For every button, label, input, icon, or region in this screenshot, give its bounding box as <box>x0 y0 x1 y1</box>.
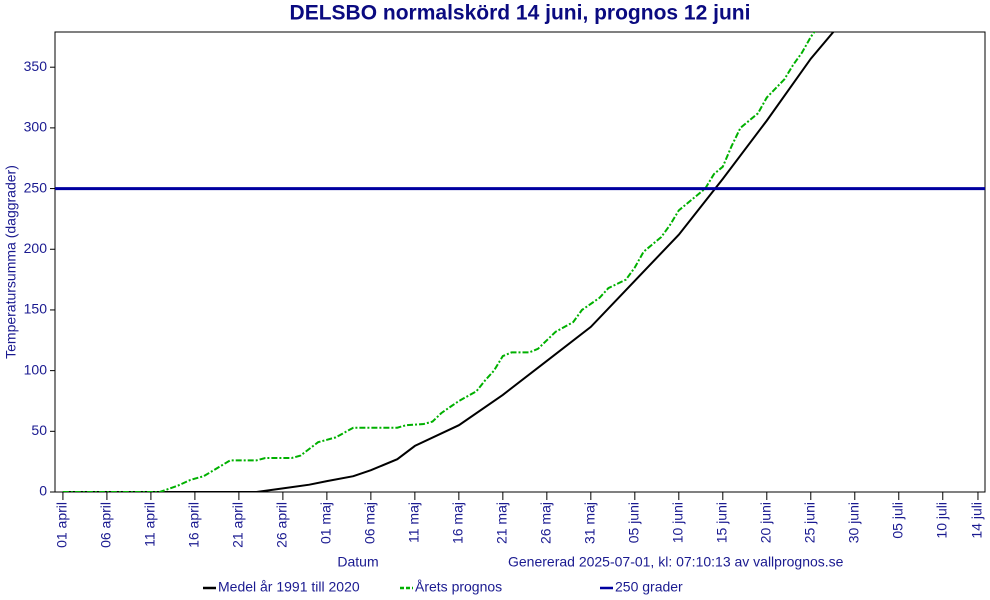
legend-label: Medel år 1991 till 2020 <box>218 579 360 595</box>
y-tick-label: 200 <box>24 240 48 256</box>
y-axis-label: Temperatursumma (daggrader) <box>3 165 19 359</box>
x-tick-label: 26 maj <box>538 502 554 544</box>
x-tick-label: 15 juni <box>714 502 730 543</box>
x-axis-label: Datum <box>337 554 378 570</box>
x-tick-label: 31 maj <box>582 502 598 544</box>
x-tick-label: 10 juni <box>670 502 686 543</box>
x-tick-label: 11 maj <box>406 502 422 543</box>
x-tick-label: 06 maj <box>362 502 378 544</box>
y-tick-label: 0 <box>39 483 47 499</box>
x-tick-label: 14 juli <box>969 502 985 539</box>
plot-frame <box>54 31 986 493</box>
x-tick-label: 30 juni <box>845 502 861 543</box>
chart-title: DELSBO normalskörd 14 juni, prognos 12 j… <box>290 2 751 25</box>
y-tick-label: 100 <box>24 361 48 377</box>
y-tick-label: 300 <box>24 119 48 135</box>
x-tick-label: 25 juni <box>801 502 817 543</box>
x-tick-label: 01 maj <box>318 502 334 544</box>
x-tick-label: 26 april <box>274 502 290 548</box>
y-tick-label: 250 <box>24 179 48 195</box>
x-tick-label: 20 juni <box>758 502 774 543</box>
y-tick-label: 350 <box>24 58 48 74</box>
note: Genererad 2025-07-01, kl: 07:10:13 av va… <box>508 554 844 570</box>
x-tick-label: 21 maj <box>494 502 510 544</box>
legend-label: Årets prognos <box>415 579 502 595</box>
x-tick-label: 10 juli <box>933 502 949 539</box>
x-tick-label: 06 april <box>98 502 114 548</box>
x-tick-label: 11 april <box>142 502 158 547</box>
plot-area <box>55 32 985 492</box>
series-line <box>62 32 835 492</box>
x-tick-label: 05 juni <box>626 502 642 543</box>
x-tick-label: 16 april <box>186 502 202 548</box>
series-line <box>62 32 816 492</box>
y-tick-label: 50 <box>31 422 47 438</box>
x-tick-label: 21 april <box>230 502 246 548</box>
x-tick-label: 01 april <box>54 502 70 548</box>
x-tick-label: 16 maj <box>450 502 466 544</box>
x-tick-label: 05 juli <box>889 502 905 539</box>
legend-label: 250 grader <box>615 579 683 595</box>
y-tick-label: 150 <box>24 301 48 317</box>
